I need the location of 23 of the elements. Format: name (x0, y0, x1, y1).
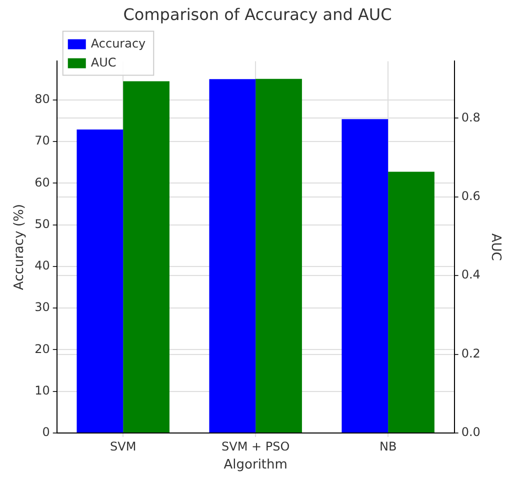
chart-title: Comparison of Accuracy and AUC (123, 4, 392, 24)
y-tick-label: 50 (34, 216, 50, 231)
y-tick-label: 60 (34, 175, 50, 190)
y-tick-label: 20 (34, 342, 50, 356)
y2-tick-label: 0.8 (461, 110, 480, 124)
x-axis-title: Algorithm (224, 458, 288, 473)
y2-tick-label: 0.2 (461, 346, 480, 360)
y-tick-label: 10 (34, 383, 50, 398)
y2-tick-label: 0.0 (461, 425, 480, 440)
y-tick-label: 80 (34, 92, 50, 106)
x-tick-label: NB (379, 439, 397, 454)
y-axis-title: Accuracy (%) (12, 204, 28, 290)
legend-label: AUC (90, 55, 116, 70)
y-tick-label: 30 (34, 300, 50, 314)
x-tick-label: SVM + PSO (222, 439, 290, 454)
y2-tick-label: 0.4 (461, 268, 480, 282)
y-tick-label: 70 (34, 134, 50, 148)
y-tick-label: 40 (34, 258, 50, 273)
y2-tick-label: 0.6 (461, 189, 480, 204)
y-tick-label: 0 (42, 425, 50, 440)
x-tick-label: SVM (110, 439, 136, 454)
legend-label: Accuracy (90, 36, 146, 50)
y2-axis-title: AUC (488, 233, 503, 261)
